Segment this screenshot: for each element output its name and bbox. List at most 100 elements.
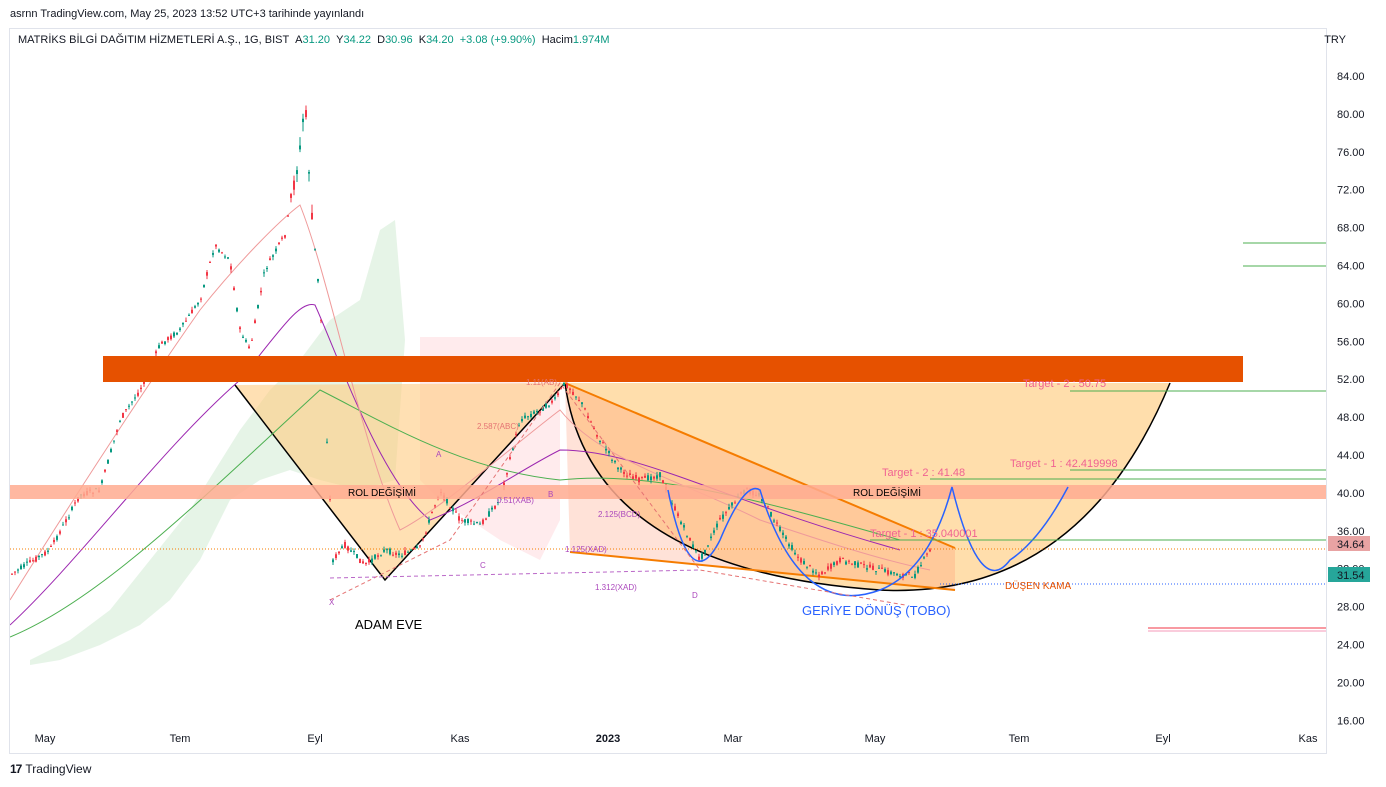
candle-body — [542, 406, 544, 411]
volume-value: 1.974M — [572, 34, 610, 46]
candle-body — [593, 427, 595, 429]
candle-body — [785, 536, 787, 539]
candle-body — [20, 565, 22, 570]
candle-body — [191, 309, 193, 314]
x-tick-label: Eyl — [1155, 733, 1170, 745]
symbol-name: MATRİKS BİLGİ DAĞITIM HİZMETLERİ A.Ş., 1… — [18, 34, 289, 46]
candle-body — [218, 249, 220, 252]
candle-body — [155, 351, 157, 354]
candle-body — [827, 566, 829, 570]
candle-body — [71, 506, 73, 510]
candle-body — [650, 476, 652, 481]
candle-body — [884, 569, 886, 572]
high-label: Y — [336, 34, 344, 46]
candle-body — [641, 476, 643, 478]
high-value: 34.22 — [343, 34, 371, 46]
candle-body — [206, 272, 208, 276]
candle-body — [839, 557, 841, 563]
candle-body — [317, 278, 319, 282]
candle-body — [926, 553, 928, 555]
candle-body — [854, 561, 856, 566]
hm-x: X — [329, 598, 335, 607]
y-tick-label: 84.00 — [1337, 71, 1365, 83]
candle-body — [377, 555, 379, 557]
adam-eve-label: ADAM EVE — [355, 617, 423, 632]
candle-body — [194, 306, 196, 308]
candle-body — [797, 556, 799, 558]
publish-info: asrnn TradingView.com, May 25, 2023 13:5… — [10, 8, 365, 20]
candle-body — [68, 517, 70, 519]
y-tick-label: 28.00 — [1337, 602, 1365, 614]
candle-body — [128, 405, 130, 407]
candle-body — [710, 536, 712, 539]
candle-body — [236, 308, 238, 312]
candle-body — [374, 554, 376, 559]
candle-body — [170, 335, 172, 340]
hm-d: D — [692, 591, 698, 600]
hm-ratio: 1.11(AB) — [526, 378, 557, 387]
y-tick-label: 80.00 — [1337, 109, 1365, 121]
candle-body — [680, 521, 682, 525]
candle-body — [656, 475, 658, 479]
candle-body — [491, 507, 493, 510]
candle-body — [311, 212, 313, 220]
candle-body — [716, 523, 718, 528]
price-tag-label: 34.64 — [1337, 539, 1365, 551]
candle-body — [524, 415, 526, 418]
candle-body — [560, 388, 562, 390]
tobo-label: GERİYE DÖNÜŞ (TOBO) — [802, 603, 951, 618]
candle-body — [263, 272, 265, 274]
hm-abc: 2.587(ABC) — [477, 422, 519, 431]
candle-body — [239, 327, 241, 330]
candle-body — [620, 467, 622, 470]
candle-body — [545, 403, 547, 408]
candle-body — [299, 145, 301, 150]
candle-body — [587, 416, 589, 419]
candle-body — [725, 512, 727, 514]
candle-body — [44, 551, 46, 556]
candle-body — [365, 562, 367, 565]
candle-body — [275, 248, 277, 252]
candle-body — [731, 502, 733, 506]
candle-body — [515, 433, 517, 435]
x-tick-label: May — [865, 733, 886, 745]
rol-label-1: ROL DEĞİŞİMİ — [348, 486, 416, 499]
candle-body — [398, 553, 400, 556]
candle-body — [404, 550, 406, 555]
candle-body — [110, 449, 112, 453]
candle-body — [833, 562, 835, 566]
candle-body — [179, 328, 181, 330]
candle-body — [431, 511, 433, 514]
brand-name: TradingView — [25, 762, 92, 776]
candle-body — [896, 573, 898, 576]
candle-body — [422, 538, 424, 540]
y-tick-label: 44.00 — [1337, 450, 1365, 462]
candle-body — [188, 314, 190, 316]
candle-body — [329, 498, 331, 500]
candle-body — [614, 460, 616, 463]
candle-body — [113, 440, 115, 442]
candle-body — [338, 551, 340, 554]
candle-body — [107, 459, 109, 464]
candle-body — [332, 559, 334, 563]
hm-xad1: 1.125(XAD) — [565, 545, 607, 554]
candle-body — [782, 532, 784, 535]
candle-body — [701, 553, 703, 559]
candle-body — [407, 551, 409, 553]
candle-body — [821, 571, 823, 575]
low-value: 30.96 — [385, 34, 413, 46]
candle-body — [920, 565, 922, 567]
candle-body — [425, 532, 427, 534]
open-label: A — [295, 34, 303, 46]
y-tick-label: 60.00 — [1337, 298, 1365, 310]
candle-body — [320, 319, 322, 321]
candle-body — [134, 397, 136, 399]
y-tick-label: 76.00 — [1337, 147, 1365, 159]
candle-body — [908, 572, 910, 574]
candle-body — [257, 304, 259, 309]
candle-body — [251, 339, 253, 341]
candle-body — [863, 564, 865, 566]
x-tick-label: 2023 — [596, 733, 620, 745]
candle-body — [887, 570, 889, 575]
